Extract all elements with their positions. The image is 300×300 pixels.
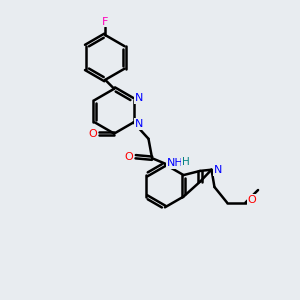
Text: NH: NH [167,158,184,168]
Text: O: O [125,152,134,162]
Text: N: N [214,165,222,175]
Text: H: H [182,157,189,167]
Text: N: N [135,119,143,129]
Text: O: O [248,195,256,205]
Text: N: N [135,94,143,103]
Text: F: F [102,16,108,27]
Text: O: O [88,129,97,139]
